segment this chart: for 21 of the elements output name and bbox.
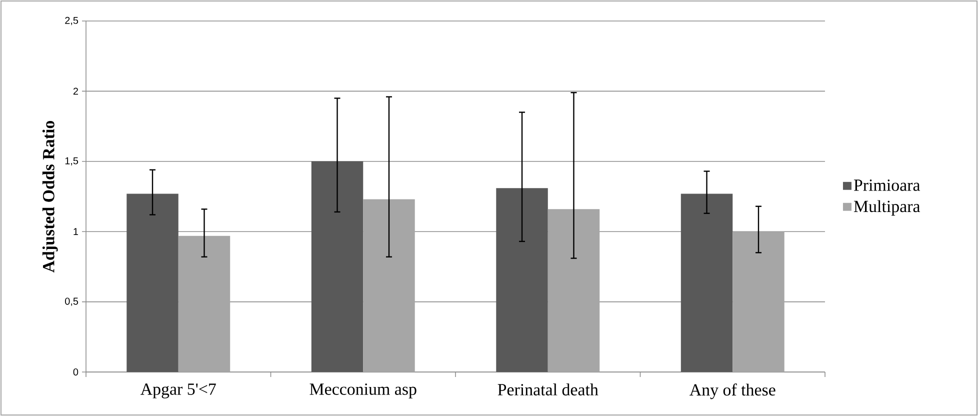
y-tick-label: 1: [74, 228, 78, 236]
bar: [496, 188, 548, 372]
y-tick-label: 2: [73, 88, 78, 95]
x-tick-label: Perinatal death: [498, 384, 598, 396]
y-tick-label: 1,5: [65, 157, 78, 166]
y-tick-label: 0,5: [65, 298, 78, 306]
bar: [680, 194, 733, 372]
bar: [178, 236, 230, 372]
x-tick-label: Any of these: [690, 384, 776, 400]
bar: [732, 232, 784, 372]
legend-label: Multipara: [854, 200, 920, 216]
bar: [363, 199, 415, 372]
y-axis-title: Adjusted Odds Ratio: [42, 120, 58, 273]
bar: [311, 161, 364, 372]
y-tick-label: 2,5: [65, 16, 78, 26]
legend-label: Primioara: [854, 180, 920, 191]
y-tick-label: 0: [73, 368, 78, 376]
x-tick-label: Mecconium asp: [310, 384, 416, 398]
bar: [126, 194, 178, 372]
bar: [548, 209, 600, 372]
x-tick-label: Apgar 5'<7: [140, 384, 216, 398]
